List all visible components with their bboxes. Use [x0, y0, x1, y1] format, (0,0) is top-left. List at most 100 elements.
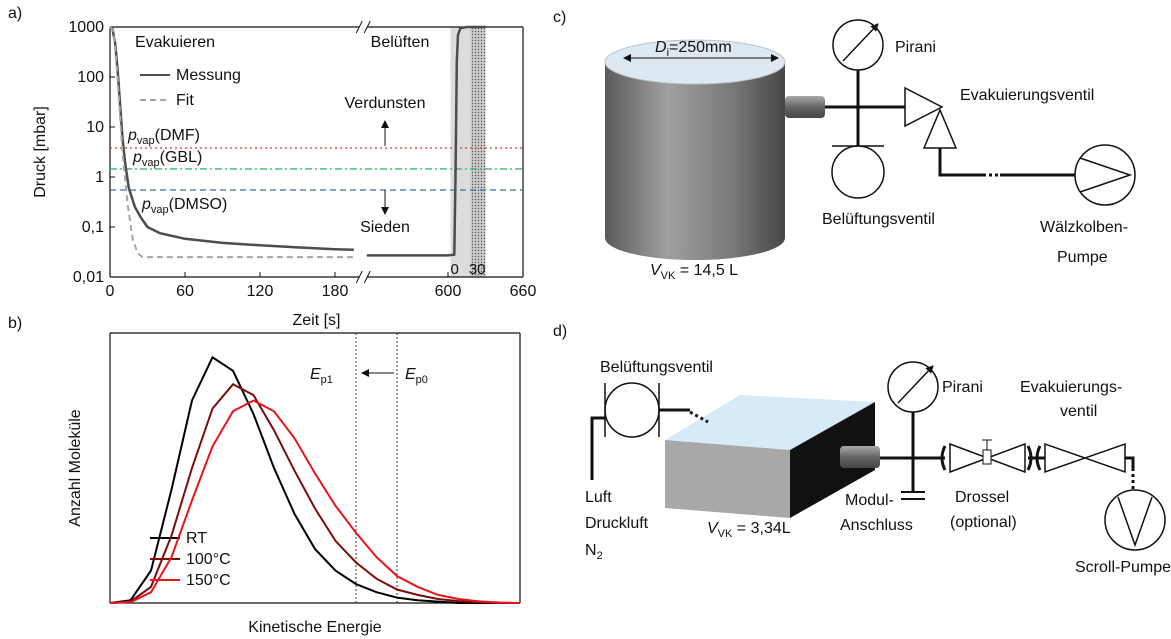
label: Luft: [585, 489, 612, 506]
x-tick-label: 0: [106, 283, 115, 300]
label: Anschluss: [840, 517, 913, 534]
text: =250mm: [669, 39, 732, 56]
reference-label: pvap(DMSO): [141, 196, 227, 216]
panel-label: d): [553, 323, 567, 340]
panel-label: a): [8, 5, 22, 22]
subscript: vap: [137, 135, 155, 147]
subscript: VK: [661, 270, 676, 282]
subscript: vap: [142, 157, 160, 169]
module-port: [901, 492, 925, 499]
vent-valve: [605, 383, 659, 437]
legend-label: Messung: [176, 67, 241, 84]
vent-tick-label: 0: [451, 261, 459, 278]
text: = 14,5 L: [675, 262, 738, 279]
chamber: [605, 62, 785, 260]
symbol: p: [127, 127, 137, 144]
x-tick-label: 120: [247, 283, 274, 300]
valve: [1045, 444, 1125, 472]
diagram-d: d) Belüftungsventil Pirani Evakuierungs-…: [553, 323, 1171, 576]
reference-label: pvap(DMF): [127, 127, 200, 147]
legend-label: Fit: [176, 92, 194, 109]
symbol: p: [141, 196, 151, 213]
diagram-c: c) Di=250mm Pirani Evakuierungsventil Be…: [553, 9, 1135, 282]
symbol: D: [655, 39, 667, 56]
symbol: E: [405, 366, 416, 383]
legend-label: 150°C: [186, 572, 231, 589]
label: Evakuierungsventil: [960, 87, 1094, 104]
symbol: E: [310, 366, 321, 383]
pump: [1105, 490, 1165, 550]
subscript: 2: [597, 550, 603, 562]
throttle: [983, 450, 991, 464]
y-axis-title: Anzahl Moleküle: [67, 409, 84, 527]
reference-label: Ep0: [405, 366, 428, 386]
label: Belüftungsventil: [600, 359, 713, 376]
dotted-region: [471, 27, 486, 277]
subscript: VK: [718, 528, 733, 540]
y-axis-title: Druck [mbar]: [32, 106, 49, 198]
y-tick-label: 1: [95, 169, 104, 186]
pipe: [1125, 458, 1133, 468]
symbol: N: [585, 542, 597, 559]
label: (DMSO): [169, 196, 228, 213]
label: (GBL): [160, 149, 203, 166]
label: (optional): [950, 514, 1017, 531]
label: Drossel: [955, 489, 1009, 506]
label: Druckluft: [585, 515, 649, 532]
series-line: [110, 401, 520, 604]
label: Evakuierungs-: [1020, 379, 1122, 396]
valve: [924, 110, 956, 148]
symbol: p: [132, 149, 142, 166]
connector: [785, 96, 825, 118]
throttle-stem: [982, 440, 992, 450]
y-tick-label: 0,1: [82, 219, 104, 236]
label: Modul-: [845, 492, 894, 509]
series-line: [110, 357, 520, 603]
label: Pumpe: [1057, 249, 1108, 266]
annotation: Evakuieren: [135, 34, 215, 51]
box-front: [665, 440, 790, 518]
label: Wälzkolben-: [1040, 219, 1128, 236]
label: Pirani: [895, 39, 936, 56]
subscript: vap: [151, 204, 169, 216]
pipe: [940, 148, 983, 175]
vent-tick-label: 30: [469, 261, 486, 278]
y-tick-label: 1000: [68, 19, 104, 36]
y-tick-label: 0,01: [73, 269, 104, 286]
connector: [840, 446, 880, 468]
x-axis-title: Kinetische Energie: [248, 619, 382, 636]
label: ventil: [1060, 403, 1097, 420]
text: = 3,34L: [732, 520, 790, 537]
x-tick-label: 180: [322, 283, 349, 300]
legend-label: RT: [186, 530, 207, 547]
label: Pirani: [942, 379, 983, 396]
x-axis-title: Zeit [s]: [292, 312, 340, 329]
x-tick-label: 660: [510, 283, 537, 300]
annotation: Sieden: [360, 219, 410, 236]
label: Scroll-Pumpe: [1075, 559, 1171, 576]
legend-label: 100°C: [186, 551, 231, 568]
x-tick-label: 60: [176, 283, 194, 300]
y-tick-label: 100: [77, 69, 104, 86]
vent-valve: [832, 146, 884, 198]
x-tick-label: 600: [435, 283, 462, 300]
volume-label: VVK = 3,34L: [707, 520, 791, 540]
figure: c) Di=250mm Pirani Evakuierungsventil Be…: [0, 0, 1171, 639]
pump: [1075, 145, 1135, 205]
subscript: p1: [321, 374, 333, 386]
panel-label: b): [8, 315, 22, 332]
pipe: [880, 412, 945, 492]
label: (DMF): [155, 127, 200, 144]
subscript: p0: [416, 374, 428, 386]
reference-label: Ep1: [310, 366, 333, 386]
volume-label: VVK = 14,5 L: [650, 262, 738, 282]
pipe: [592, 418, 605, 480]
reference-label: pvap(GBL): [132, 149, 202, 169]
annotation: Verdunsten: [345, 95, 426, 112]
annotation: Belüften: [371, 34, 430, 51]
label: Belüftungsventil: [822, 211, 935, 228]
panel-label: c): [553, 9, 566, 26]
pipe: [825, 70, 905, 146]
gas-label: N2: [585, 542, 603, 562]
y-tick-label: 10: [86, 119, 104, 136]
